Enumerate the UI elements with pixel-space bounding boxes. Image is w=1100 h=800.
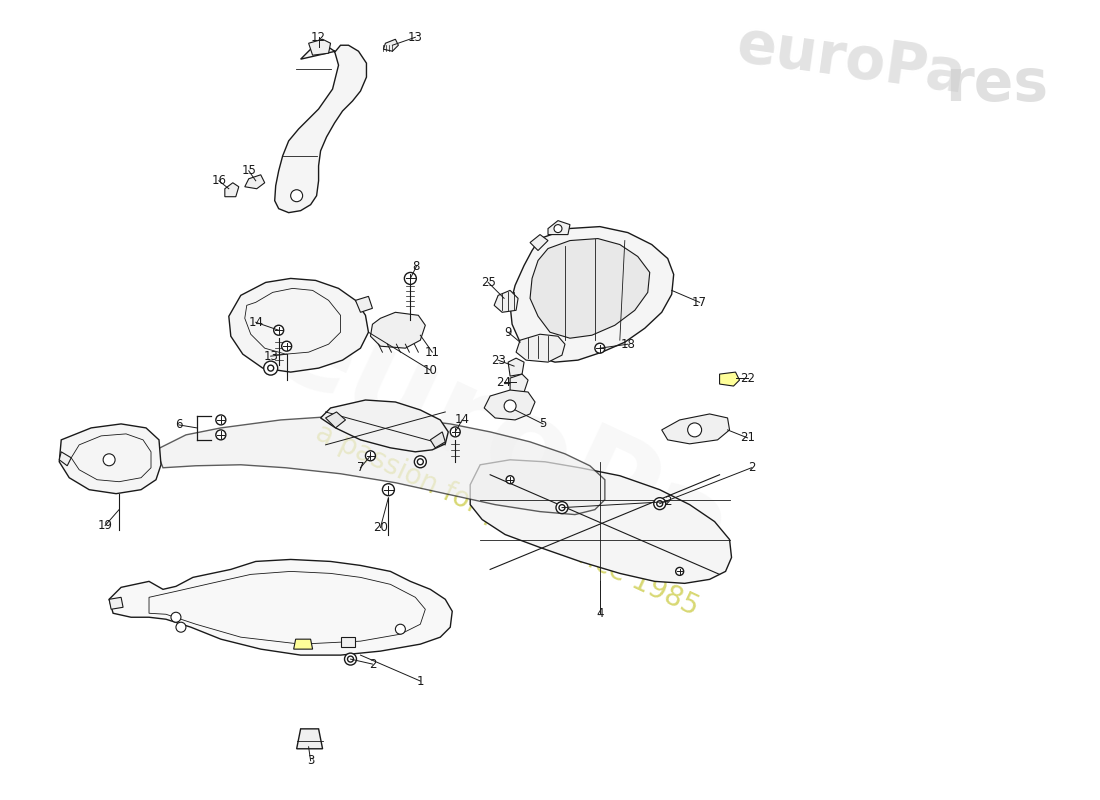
Polygon shape [508, 358, 524, 376]
Circle shape [657, 501, 662, 506]
Circle shape [290, 190, 303, 202]
Polygon shape [156, 416, 605, 514]
Polygon shape [309, 39, 331, 55]
Polygon shape [245, 174, 265, 189]
Polygon shape [229, 278, 368, 372]
Text: 5: 5 [539, 418, 547, 430]
Polygon shape [109, 559, 452, 655]
Circle shape [405, 273, 416, 285]
Polygon shape [341, 637, 355, 647]
Polygon shape [294, 639, 312, 649]
Circle shape [264, 361, 277, 375]
Text: 13: 13 [263, 350, 278, 362]
Circle shape [504, 400, 516, 412]
Circle shape [216, 415, 225, 425]
Text: 10: 10 [422, 364, 438, 377]
Text: 2: 2 [748, 462, 756, 474]
Text: 22: 22 [740, 371, 755, 385]
Text: 8: 8 [412, 260, 420, 273]
Polygon shape [510, 226, 673, 362]
Text: 21: 21 [740, 431, 755, 444]
Circle shape [506, 476, 514, 484]
Text: 2: 2 [664, 495, 671, 508]
Circle shape [348, 656, 353, 662]
Circle shape [103, 454, 116, 466]
Text: 4: 4 [596, 606, 604, 620]
Polygon shape [662, 414, 729, 444]
Polygon shape [510, 374, 528, 392]
Polygon shape [719, 372, 739, 386]
Polygon shape [297, 729, 322, 749]
Polygon shape [516, 334, 565, 362]
Text: 12: 12 [311, 30, 326, 44]
Polygon shape [530, 234, 548, 250]
Circle shape [595, 343, 605, 353]
Text: 25: 25 [481, 276, 496, 289]
Polygon shape [224, 182, 239, 197]
Text: 9: 9 [505, 326, 512, 338]
Polygon shape [275, 46, 366, 213]
Text: euroPa: euroPa [251, 281, 749, 599]
Text: 15: 15 [241, 164, 256, 178]
Polygon shape [430, 432, 446, 448]
Circle shape [365, 451, 375, 461]
Polygon shape [371, 312, 426, 348]
Polygon shape [59, 452, 72, 466]
Circle shape [344, 653, 356, 665]
Circle shape [274, 326, 284, 335]
Circle shape [675, 567, 684, 575]
Polygon shape [320, 400, 449, 452]
Text: 24: 24 [496, 375, 512, 389]
Circle shape [395, 624, 406, 634]
Polygon shape [548, 221, 570, 234]
Text: 7: 7 [356, 462, 364, 474]
Text: 3: 3 [307, 754, 315, 767]
Text: 16: 16 [211, 174, 227, 187]
Circle shape [417, 458, 424, 465]
Circle shape [556, 502, 568, 514]
Polygon shape [484, 390, 535, 420]
Circle shape [559, 505, 565, 510]
Text: 6: 6 [175, 418, 183, 431]
Polygon shape [355, 296, 373, 312]
Circle shape [450, 427, 460, 437]
Text: 17: 17 [692, 296, 707, 309]
Circle shape [282, 342, 292, 351]
Circle shape [415, 456, 427, 468]
Polygon shape [59, 424, 161, 494]
Circle shape [170, 612, 180, 622]
Circle shape [554, 225, 562, 233]
Text: 2: 2 [368, 658, 376, 670]
Text: res: res [946, 56, 1048, 113]
Text: 13: 13 [408, 30, 422, 44]
Text: 20: 20 [373, 521, 388, 534]
Circle shape [176, 622, 186, 632]
Text: 14: 14 [454, 414, 470, 426]
Circle shape [216, 430, 225, 440]
Polygon shape [530, 238, 650, 338]
Text: 18: 18 [620, 338, 635, 350]
Polygon shape [109, 598, 123, 610]
Text: 19: 19 [98, 519, 112, 532]
Polygon shape [470, 460, 732, 583]
Circle shape [653, 498, 666, 510]
Circle shape [267, 365, 274, 371]
Text: 11: 11 [425, 346, 440, 358]
Text: 1: 1 [417, 674, 425, 687]
Text: 14: 14 [249, 316, 263, 329]
Text: a passion for parts since 1985: a passion for parts since 1985 [310, 418, 703, 621]
Circle shape [688, 423, 702, 437]
Circle shape [383, 484, 395, 496]
Text: 23: 23 [491, 354, 506, 366]
Polygon shape [326, 412, 345, 428]
Polygon shape [384, 39, 398, 51]
Polygon shape [494, 290, 518, 312]
Text: euroPa: euroPa [733, 16, 969, 105]
